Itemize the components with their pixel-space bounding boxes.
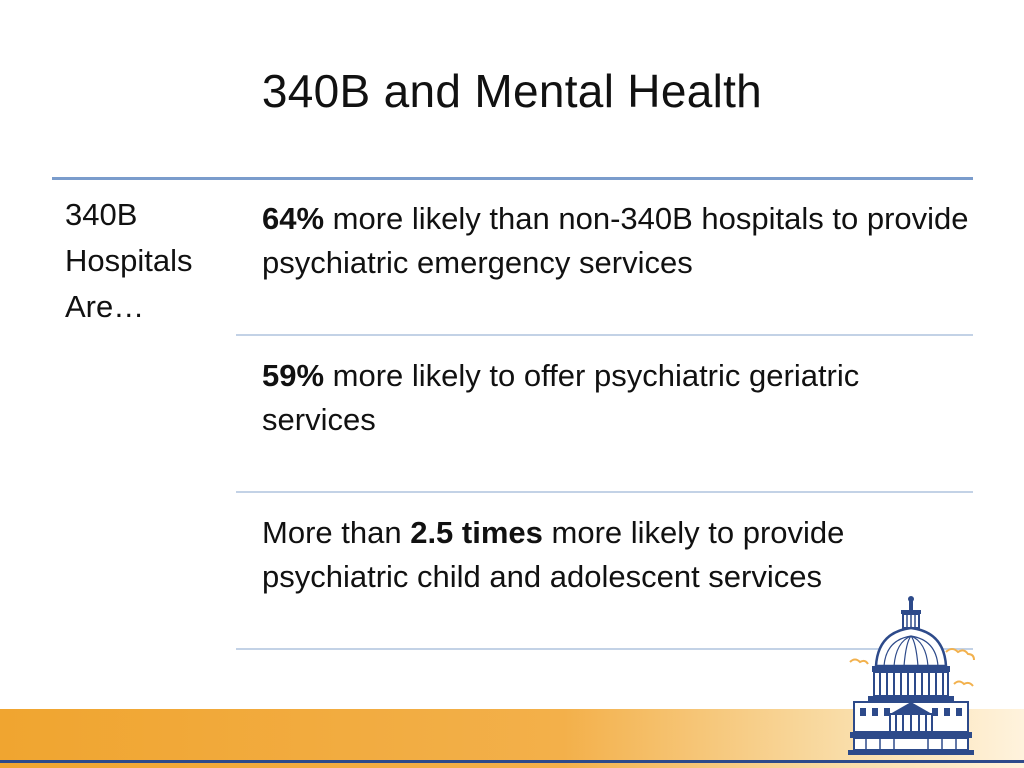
row-header-line-2: Hospitals	[65, 243, 193, 278]
stat-highlight: 64%	[262, 201, 325, 236]
row-header-label: 340B Hospitals Are…	[65, 192, 235, 330]
header-rule	[52, 177, 973, 180]
row-header-line-1: 340B	[65, 197, 138, 232]
slide-title: 340B and Mental Health	[261, 65, 763, 117]
stat-row-geriatric: 59% more likely to offer psychiatric ger…	[262, 354, 972, 442]
row-divider	[236, 648, 973, 650]
capitol-dome-icon	[848, 596, 975, 755]
stat-text: more likely than non-340B hospitals to p…	[262, 201, 969, 280]
stat-highlight: 2.5 times	[410, 515, 543, 550]
row-divider	[236, 334, 973, 336]
row-divider	[236, 491, 973, 493]
stat-row-child-adolescent: More than 2.5 times more likely to provi…	[262, 511, 972, 599]
stat-text: more likely to offer psychiatric geriatr…	[262, 358, 860, 437]
row-header-line-3: Are…	[65, 289, 145, 324]
stat-prefix: More than	[262, 515, 411, 550]
stat-text: more likely to provide psychiatric child…	[262, 515, 845, 594]
stat-row-emergency: 64% more likely than non-340B hospitals …	[262, 197, 972, 285]
stat-highlight: 59%	[262, 358, 325, 393]
footer-line	[0, 760, 1024, 763]
